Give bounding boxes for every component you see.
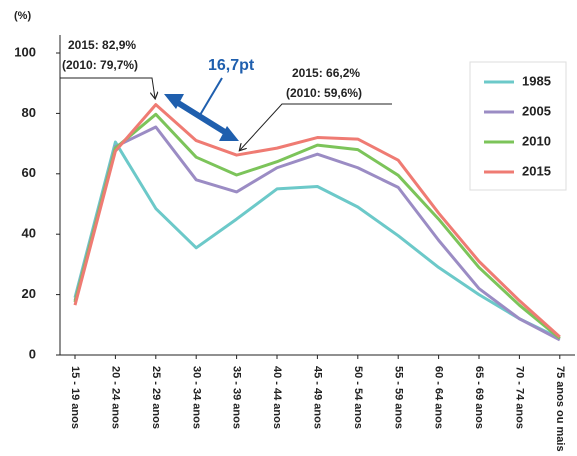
callout-line — [60, 77, 155, 98]
legend-label: 1985 — [522, 73, 551, 88]
x-tick-label: 30 - 34 anos — [190, 366, 202, 429]
x-tick-label: 70 - 74 anos — [513, 366, 525, 429]
y-tick-label: 20 — [22, 286, 36, 301]
annotation: (2010: 79,7%) — [62, 58, 138, 72]
x-tick-label: 15 - 19 anos — [69, 366, 81, 429]
legend-label: 2005 — [522, 103, 551, 118]
x-tick-label: 60 - 64 anos — [433, 366, 445, 429]
series-line — [73, 103, 561, 338]
annotation: 2015: 66,2% — [292, 66, 360, 80]
x-tick-label: 45 - 49 anos — [311, 366, 323, 429]
annotation: 16,7pt — [208, 57, 255, 74]
x-tick-label: 20 - 24 anos — [109, 366, 121, 429]
legend-label: 2010 — [522, 133, 551, 148]
series-line — [73, 125, 561, 342]
annotation: 2015: 82,9% — [68, 38, 136, 52]
y-tick-label: 0 — [29, 346, 36, 361]
x-tick-label: 40 - 44 anos — [271, 366, 283, 429]
x-tick-label: 65 - 69 anos — [473, 366, 485, 429]
y-tick-label: 100 — [14, 44, 36, 59]
x-tick-label: 25 - 29 anos — [150, 366, 162, 429]
gap-arrow-head — [164, 94, 184, 109]
series-line — [73, 140, 561, 340]
y-axis-label: (%) — [14, 10, 31, 22]
x-tick-label: 35 - 39 anos — [231, 366, 243, 429]
gap-arrow-head — [219, 126, 239, 141]
gap-arrow — [173, 98, 230, 137]
y-tick-label: 80 — [22, 105, 36, 120]
x-tick-label: 75 anos ou mais — [554, 366, 566, 452]
y-tick-label: 60 — [22, 165, 36, 180]
legend-label: 2015 — [522, 163, 551, 178]
callout-line — [240, 103, 392, 150]
callout-line — [199, 77, 223, 116]
x-tick-label: 55 - 59 anos — [392, 366, 404, 429]
series-line — [73, 112, 561, 340]
y-tick-label: 40 — [22, 226, 36, 241]
x-tick-label: 50 - 54 anos — [352, 366, 364, 429]
annotation: (2010: 59,6%) — [286, 86, 362, 100]
